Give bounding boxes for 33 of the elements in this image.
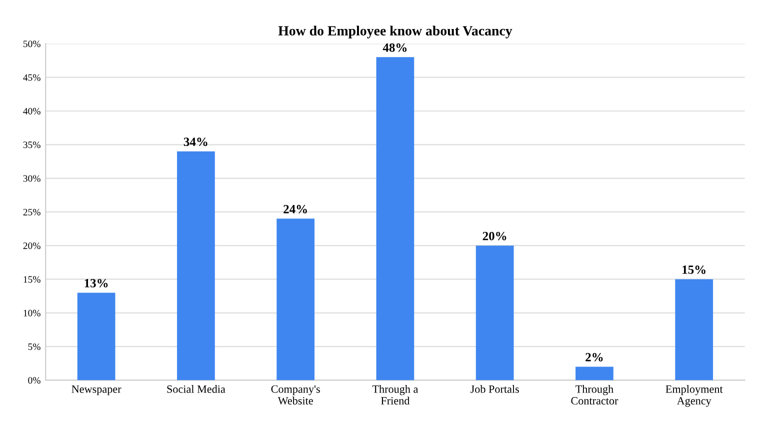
y-tick-label: 0% <box>28 377 40 384</box>
chart-title: How do Employee know about Vacancy <box>278 26 512 38</box>
data-label: 13% <box>84 278 108 288</box>
data-label: 15% <box>682 265 706 274</box>
y-tick-label: 25% <box>23 208 40 216</box>
y-tick-label: 15% <box>24 276 40 283</box>
y-tick-label: 20% <box>23 242 40 250</box>
x-tick-label: Job Portals <box>470 385 519 393</box>
data-label: 48% <box>382 43 407 52</box>
bar <box>276 218 314 380</box>
y-tick-label: 50% <box>23 40 40 48</box>
data-label: 24% <box>284 204 307 214</box>
bar <box>476 246 514 380</box>
y-tick-label: 35% <box>23 142 40 148</box>
y-tick-label: 5% <box>28 343 40 350</box>
bar <box>77 292 116 380</box>
x-tick-label: Company's Website <box>271 385 320 405</box>
x-tick-label: Through a Friend <box>372 385 418 405</box>
data-label: 34% <box>184 138 208 146</box>
bar <box>576 366 614 380</box>
bar <box>376 57 414 380</box>
data-label: 2% <box>586 352 603 362</box>
y-tick-label: 45% <box>23 74 40 81</box>
x-tick-label: Employment Agency <box>666 385 723 407</box>
bar <box>177 151 215 380</box>
bar <box>675 279 714 380</box>
x-tick-label: Newspaper <box>72 385 122 396</box>
y-tick-label: 40% <box>23 108 40 114</box>
y-tick-label: 30% <box>23 175 40 182</box>
x-tick-label: Through Contractor <box>571 385 618 405</box>
data-label: 20% <box>482 232 506 240</box>
y-tick-label: 10% <box>24 310 40 316</box>
x-tick-label: Social Media <box>167 385 226 393</box>
